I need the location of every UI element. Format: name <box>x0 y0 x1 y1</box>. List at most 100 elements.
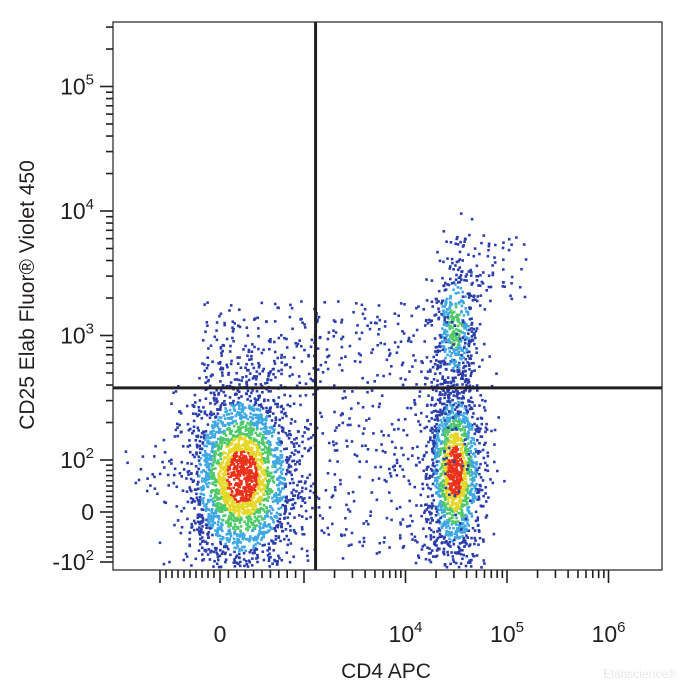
event-dot <box>435 520 438 524</box>
event-dot <box>444 380 448 384</box>
event-dot <box>292 506 295 510</box>
event-dot <box>280 334 283 337</box>
event-dot <box>469 294 473 298</box>
event-dot <box>452 268 455 271</box>
event-dot <box>167 484 170 487</box>
event-dot <box>262 430 266 434</box>
event-dot <box>437 300 440 303</box>
event-dot <box>395 461 399 465</box>
event-dot <box>212 472 215 475</box>
event-dot <box>244 549 247 553</box>
event-dot <box>444 367 448 371</box>
event-dot <box>220 371 224 374</box>
event-dot <box>275 446 278 450</box>
event-dot <box>451 326 454 330</box>
event-dot <box>280 558 284 562</box>
event-dot <box>461 525 465 529</box>
event-dot <box>461 259 464 262</box>
event-dot <box>232 456 236 460</box>
event-dot <box>417 554 420 557</box>
event-dot <box>265 441 268 444</box>
event-dot <box>393 464 396 468</box>
event-dot <box>468 341 471 345</box>
event-dot <box>232 478 236 481</box>
event-dot <box>432 530 435 534</box>
event-dot <box>462 366 465 370</box>
event-dot <box>236 505 239 508</box>
event-dot <box>237 425 240 429</box>
event-dot <box>247 434 251 438</box>
event-dot <box>231 434 235 438</box>
event-dot <box>460 304 464 308</box>
event-dot <box>190 522 193 526</box>
event-dot <box>231 472 235 476</box>
event-dot <box>484 430 487 434</box>
event-dot <box>214 467 217 470</box>
event-dot <box>350 543 353 546</box>
event-dot <box>455 428 458 431</box>
event-dot <box>199 492 203 496</box>
event-dot <box>283 412 286 416</box>
event-dot <box>450 346 453 350</box>
event-dot <box>238 430 242 434</box>
event-dot <box>448 306 451 309</box>
event-dot <box>335 426 338 429</box>
event-dot <box>438 547 441 551</box>
event-dot <box>305 549 309 553</box>
event-dot <box>189 477 193 481</box>
event-dot <box>474 455 477 458</box>
event-dot <box>221 476 225 479</box>
event-dot <box>217 473 220 477</box>
event-dot <box>300 475 304 478</box>
event-dot <box>269 443 272 447</box>
event-dot <box>398 505 402 509</box>
event-dot <box>216 491 220 495</box>
event-dot <box>427 552 431 555</box>
event-dot <box>239 492 243 495</box>
event-dot <box>441 541 444 544</box>
event-dot <box>435 359 438 362</box>
event-dot <box>308 473 312 477</box>
event-dot <box>442 552 446 556</box>
event-dot <box>258 475 262 478</box>
event-dot <box>240 480 243 483</box>
event-dot <box>213 504 217 507</box>
event-dot <box>477 490 481 493</box>
event-dot <box>196 516 199 519</box>
event-dot <box>221 437 225 440</box>
event-dot <box>219 416 223 419</box>
event-dot <box>452 526 455 530</box>
event-dot <box>173 435 177 438</box>
event-dot <box>452 510 455 513</box>
event-dot <box>257 347 260 351</box>
event-dot <box>194 401 197 404</box>
event-dot <box>267 542 271 546</box>
event-dot <box>424 518 428 521</box>
event-dot <box>446 376 450 379</box>
event-dot <box>213 335 217 339</box>
event-dot <box>388 352 392 355</box>
event-dot <box>470 482 474 485</box>
event-dot <box>435 301 439 304</box>
event-dot <box>469 357 472 360</box>
event-dot <box>479 427 482 430</box>
event-dot <box>454 302 458 306</box>
event-dot <box>267 374 270 378</box>
event-dot <box>266 530 270 534</box>
event-dot <box>457 520 460 523</box>
event-dot <box>464 370 467 373</box>
event-dot <box>253 491 257 495</box>
event-dot <box>214 452 217 456</box>
event-dot <box>211 360 214 363</box>
event-dot <box>262 418 266 421</box>
event-dot <box>443 520 446 523</box>
event-dot <box>456 486 459 489</box>
event-dot <box>399 523 403 526</box>
event-dot <box>458 453 462 456</box>
event-dot <box>466 310 470 314</box>
event-dot <box>455 504 458 507</box>
event-dot <box>460 484 463 488</box>
event-dot <box>190 526 193 529</box>
event-dot <box>261 550 265 553</box>
event-dot <box>272 373 275 376</box>
